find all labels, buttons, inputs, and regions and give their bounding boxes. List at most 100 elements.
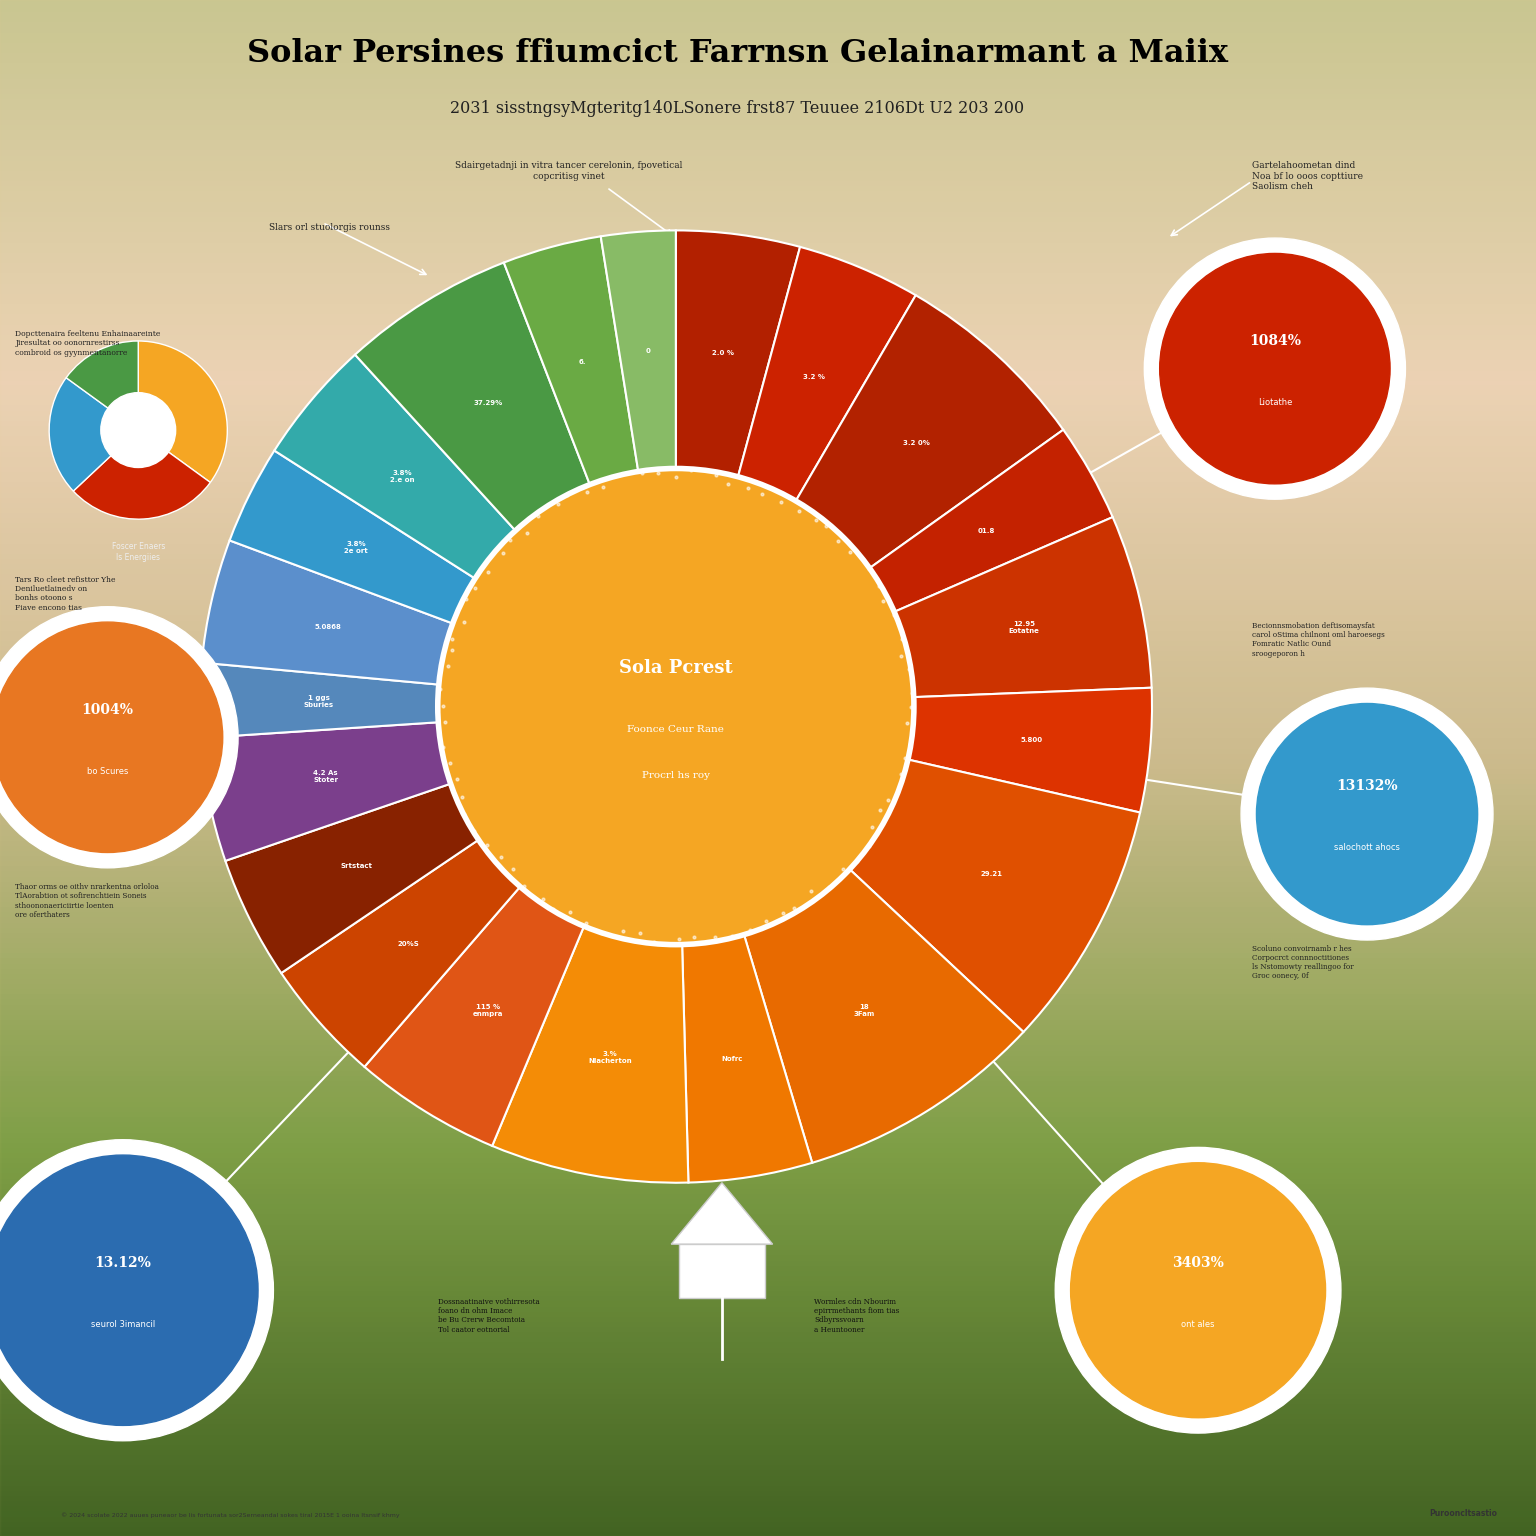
Bar <box>0 1409 1536 1413</box>
Bar <box>0 189 1536 195</box>
Bar <box>0 127 1536 134</box>
Bar <box>0 856 1536 860</box>
Bar <box>0 364 1536 369</box>
Circle shape <box>0 607 238 868</box>
Bar <box>0 922 1536 926</box>
Text: 115 %
enmpra: 115 % enmpra <box>473 1003 502 1017</box>
Bar <box>0 614 1536 619</box>
Text: 0: 0 <box>645 347 650 353</box>
Bar <box>0 35 1536 41</box>
Bar <box>0 518 1536 522</box>
Text: Foscer Enaers
ls Energiies: Foscer Enaers ls Energiies <box>112 542 164 562</box>
Bar <box>0 1372 1536 1378</box>
Bar <box>0 564 1536 568</box>
Bar <box>0 1049 1536 1055</box>
Bar <box>0 1167 1536 1172</box>
Text: Purooncltsastio: Purooncltsastio <box>1430 1508 1498 1518</box>
Bar <box>0 1055 1536 1060</box>
Bar <box>0 1029 1536 1034</box>
Bar <box>0 204 1536 210</box>
Bar <box>0 972 1536 978</box>
Bar <box>0 722 1536 727</box>
Bar <box>0 343 1536 349</box>
Bar <box>0 860 1536 865</box>
Bar <box>0 61 1536 66</box>
Text: 37.29%: 37.29% <box>473 399 502 406</box>
Circle shape <box>0 1140 273 1441</box>
Text: bo Scures: bo Scures <box>88 766 127 776</box>
Bar <box>0 558 1536 564</box>
Bar <box>0 1203 1536 1209</box>
Bar <box>0 266 1536 272</box>
Wedge shape <box>355 263 590 530</box>
Bar <box>0 246 1536 250</box>
Bar <box>0 1229 1536 1233</box>
Bar <box>0 230 1536 235</box>
Bar <box>0 1080 1536 1086</box>
Wedge shape <box>869 430 1112 611</box>
Bar <box>0 450 1536 456</box>
Bar <box>0 876 1536 880</box>
Bar <box>0 430 1536 435</box>
Wedge shape <box>201 722 450 860</box>
Bar <box>0 707 1536 711</box>
Bar <box>0 1387 1536 1393</box>
Bar <box>0 1095 1536 1101</box>
Bar <box>0 983 1536 988</box>
Bar <box>0 507 1536 511</box>
Bar <box>0 871 1536 876</box>
Bar <box>0 1126 1536 1132</box>
Bar <box>0 1398 1536 1402</box>
Bar <box>0 1382 1536 1387</box>
Bar <box>0 184 1536 189</box>
Circle shape <box>1055 1147 1341 1433</box>
Bar <box>0 619 1536 625</box>
Bar <box>0 303 1536 307</box>
Wedge shape <box>601 230 676 472</box>
Polygon shape <box>679 1244 765 1298</box>
Wedge shape <box>849 759 1140 1032</box>
Bar <box>0 1152 1536 1157</box>
Text: Sdairgetadnji in vitra tancer cerelonin, fpovetical
copcritisg vinet: Sdairgetadnji in vitra tancer cerelonin,… <box>455 161 682 181</box>
Bar <box>0 1332 1536 1336</box>
Bar <box>0 952 1536 957</box>
Bar <box>0 200 1536 204</box>
Bar <box>0 895 1536 902</box>
Bar <box>0 445 1536 450</box>
Bar <box>0 1018 1536 1025</box>
Bar <box>0 599 1536 604</box>
Bar <box>0 641 1536 645</box>
Bar <box>0 389 1536 395</box>
Bar <box>0 404 1536 410</box>
Bar <box>0 1034 1536 1040</box>
Bar <box>0 1101 1536 1106</box>
Bar <box>0 1137 1536 1141</box>
Bar <box>0 123 1536 127</box>
Bar <box>0 687 1536 691</box>
Bar <box>0 1157 1536 1163</box>
Text: 6.: 6. <box>579 359 587 366</box>
Bar <box>0 742 1536 748</box>
Bar <box>0 763 1536 768</box>
Bar <box>0 1301 1536 1306</box>
Wedge shape <box>66 341 138 430</box>
Bar <box>0 963 1536 968</box>
Bar <box>0 630 1536 634</box>
Wedge shape <box>229 450 475 624</box>
Bar <box>0 573 1536 579</box>
Bar <box>0 395 1536 399</box>
Bar <box>0 174 1536 180</box>
Bar <box>0 11 1536 15</box>
Bar <box>0 845 1536 849</box>
Bar <box>0 932 1536 937</box>
Bar <box>0 1326 1536 1332</box>
Bar <box>0 1290 1536 1295</box>
Bar <box>0 112 1536 118</box>
Bar <box>0 1455 1536 1459</box>
Bar <box>0 840 1536 845</box>
Wedge shape <box>226 783 479 974</box>
Bar <box>0 149 1536 154</box>
Bar <box>0 349 1536 353</box>
Bar <box>0 937 1536 942</box>
Bar <box>0 5 1536 11</box>
